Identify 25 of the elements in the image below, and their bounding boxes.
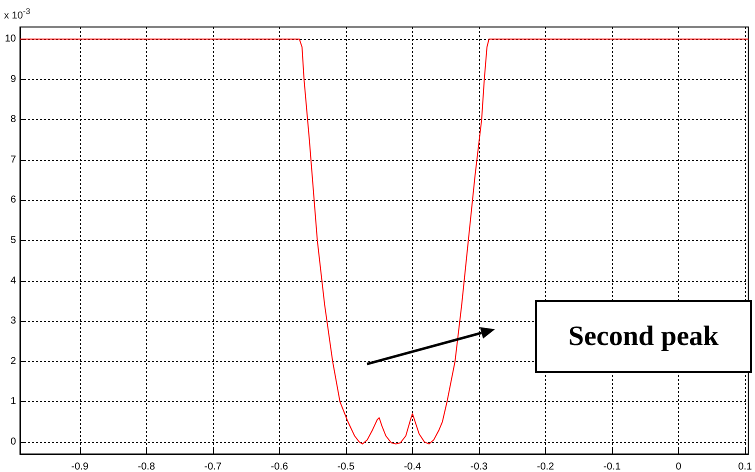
y-tick-label: 5 bbox=[10, 235, 16, 246]
y-tick-label: 7 bbox=[10, 154, 16, 166]
x-tick-label: -0.1 bbox=[603, 462, 622, 472]
x-tick-label: -0.3 bbox=[470, 462, 488, 472]
y-tick-label: 10 bbox=[4, 34, 16, 45]
x-tick-label: -0.6 bbox=[270, 462, 288, 472]
y-tick-label: 3 bbox=[10, 316, 16, 327]
x-tick-label: -0.9 bbox=[71, 462, 89, 472]
text: x 10$^{-3}$ bbox=[4, 6, 30, 22]
x-tick-label: 0.1 bbox=[738, 462, 752, 472]
annotation: Second peak bbox=[535, 300, 752, 373]
y-tick-label: 8 bbox=[10, 114, 16, 126]
y-tick-label: 1 bbox=[10, 396, 16, 408]
x-tick-label: -0.4 bbox=[404, 462, 422, 472]
line-series bbox=[20, 38, 749, 444]
x-tick-label: -0.7 bbox=[204, 462, 222, 472]
y-tick-label: 9 bbox=[10, 74, 16, 85]
x-tick-label: -0.8 bbox=[138, 462, 156, 472]
y-tick-label: 2 bbox=[10, 356, 16, 367]
x-tick-label: -0.5 bbox=[337, 462, 355, 472]
y-tick-label: 0 bbox=[10, 436, 16, 448]
y-tick-label: 6 bbox=[10, 194, 16, 206]
x-tick-label: 0 bbox=[676, 462, 682, 472]
x-tick-label: -0.2 bbox=[536, 462, 555, 472]
y-tick-label: 4 bbox=[10, 275, 16, 286]
